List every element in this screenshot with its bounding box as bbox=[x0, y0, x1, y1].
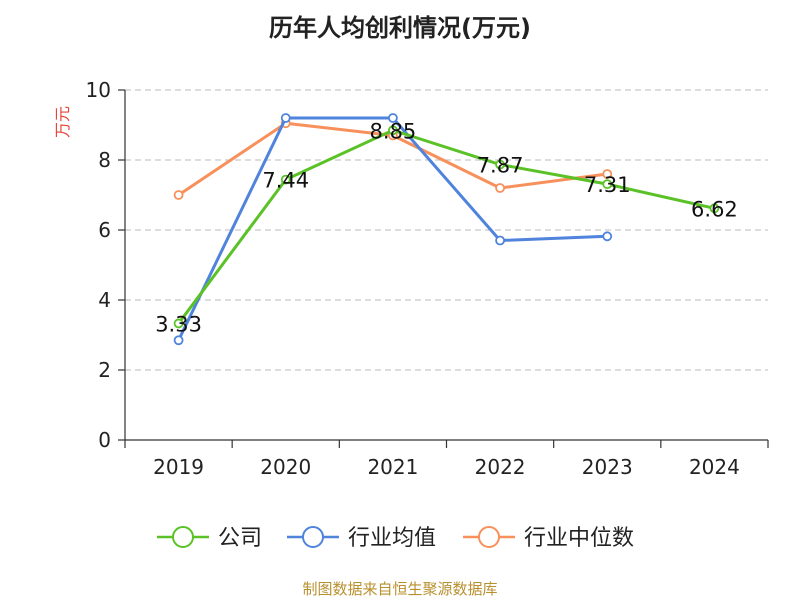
legend-label: 公司 bbox=[218, 526, 262, 551]
x-tick-label: 2024 bbox=[689, 455, 740, 479]
data-label: 7.87 bbox=[477, 154, 524, 178]
legend-label: 行业中位数 bbox=[524, 526, 634, 551]
legend-marker bbox=[172, 526, 194, 548]
data-point bbox=[495, 235, 505, 246]
legend-marker bbox=[302, 526, 324, 548]
legend-item[interactable]: 行业均值 bbox=[287, 526, 436, 551]
legend-item[interactable]: 公司 bbox=[157, 526, 262, 551]
legend-label: 行业均值 bbox=[348, 526, 436, 551]
data-point bbox=[280, 113, 291, 123]
data-point bbox=[388, 113, 398, 123]
data-point bbox=[173, 318, 184, 329]
y-tick-label: 0 bbox=[98, 428, 111, 452]
data-point bbox=[388, 125, 398, 136]
data-point bbox=[495, 159, 505, 170]
data-label: 7.44 bbox=[262, 169, 309, 193]
chart-title: 历年人均创利情况(万元) bbox=[269, 14, 531, 42]
legend-marker bbox=[478, 526, 500, 548]
series-line bbox=[177, 128, 715, 325]
data-point bbox=[709, 203, 720, 214]
data-point bbox=[602, 169, 613, 179]
series-lines bbox=[173, 113, 720, 346]
y-tick-label: 4 bbox=[98, 288, 111, 312]
data-point bbox=[495, 183, 505, 193]
source-note: 制图数据来自恒生聚源数据库 bbox=[302, 580, 498, 598]
y-tick-labels: 0 2 4 6 8 10 bbox=[86, 78, 111, 452]
legend-item[interactable]: 行业中位数 bbox=[463, 526, 634, 551]
data-point bbox=[602, 179, 613, 190]
data-label: 7.31 bbox=[584, 173, 631, 197]
data-label: 6.62 bbox=[691, 197, 738, 221]
data-labels: 3.33 7.44 8.85 7.87 7.31 6.62 bbox=[155, 119, 738, 336]
x-tick-label: 2021 bbox=[367, 455, 418, 479]
x-tick-label: 2019 bbox=[153, 455, 204, 479]
data-point bbox=[602, 231, 613, 242]
grid-lines bbox=[125, 89, 768, 371]
y-tick-label: 2 bbox=[98, 358, 111, 382]
x-tick-label: 2023 bbox=[582, 455, 633, 479]
data-point bbox=[173, 335, 184, 346]
y-tick-label: 8 bbox=[98, 148, 111, 172]
x-tick-label: 2022 bbox=[475, 455, 526, 479]
data-label: 3.33 bbox=[155, 312, 202, 336]
y-tick-label: 10 bbox=[86, 78, 111, 102]
data-point bbox=[173, 190, 184, 200]
data-point bbox=[280, 174, 291, 185]
y-axis-label: 万元 bbox=[53, 106, 72, 138]
x-tick-label: 2020 bbox=[260, 455, 311, 479]
data-label: 8.85 bbox=[370, 119, 417, 143]
axes bbox=[118, 89, 769, 448]
y-tick-label: 6 bbox=[98, 218, 111, 242]
legend: 公司 行业均值 行业中位数 bbox=[157, 526, 634, 551]
x-tick-labels: 2019 2020 2021 2022 2023 2024 bbox=[153, 455, 740, 479]
